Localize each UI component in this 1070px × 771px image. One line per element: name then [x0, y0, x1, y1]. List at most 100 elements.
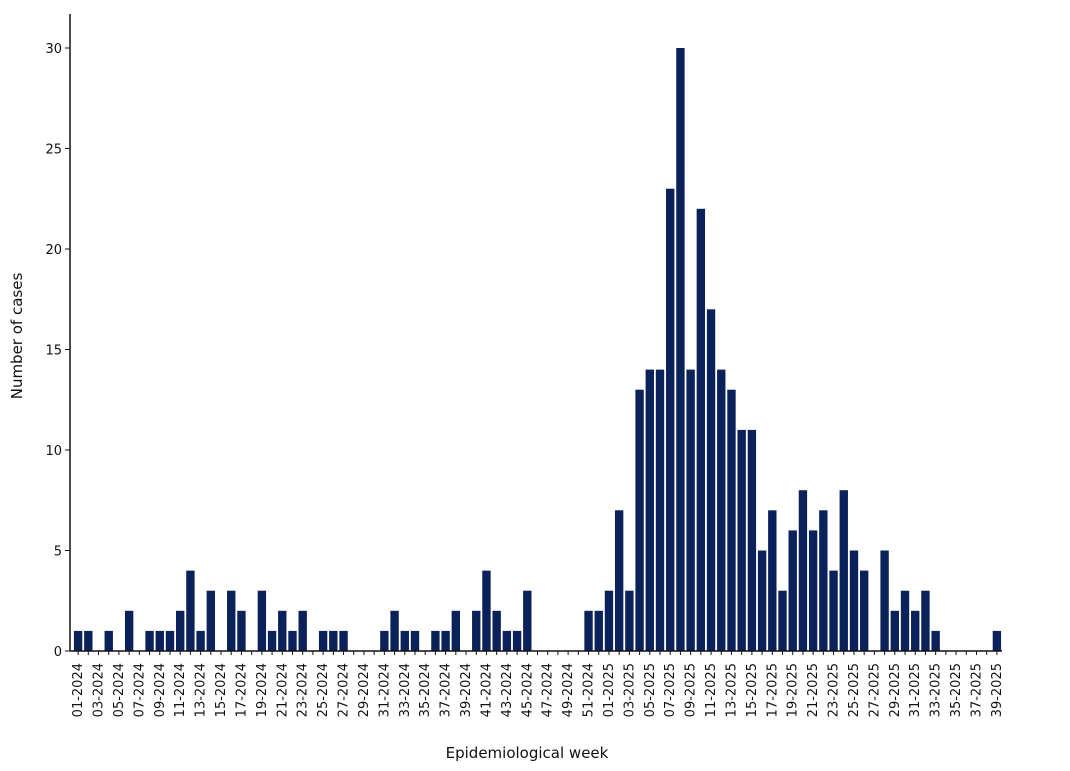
x-tick-label: 51-2024	[582, 663, 597, 717]
x-tick-label: 07-2025	[663, 663, 678, 717]
y-tick-label: 15	[45, 344, 62, 359]
bar-13-2024	[196, 630, 205, 651]
bar-10-2024	[165, 630, 175, 651]
x-tick-label: 31-2024	[377, 663, 392, 717]
x-tick-label: 07-2024	[132, 663, 147, 717]
bar-31-2025	[911, 610, 920, 651]
x-tick-label: 05-2025	[643, 663, 658, 717]
bar-07-2025	[666, 188, 675, 651]
bar-23-2024	[298, 610, 307, 651]
x-tick-label: 11-2025	[704, 663, 719, 717]
bar-04-2025	[635, 389, 644, 651]
x-axis-ticks: 01-2024 03-2024 05-2024 07-2024 09-2024 11-20…	[71, 651, 1005, 717]
x-tick-label: 29-2025	[888, 663, 903, 717]
bar-16-2024	[227, 590, 236, 651]
bar-17-2024	[237, 610, 246, 651]
bar-12-2025	[717, 369, 726, 651]
y-axis-ticks: 0 5 10 15 20 25 30	[45, 42, 70, 660]
x-tick-label: 17-2024	[234, 663, 249, 717]
bar-08-2025	[676, 48, 685, 651]
x-tick-label: 01-2024	[71, 663, 86, 717]
bar-25-2024	[318, 630, 328, 651]
bar-25-2025	[849, 550, 859, 651]
bar-15-2025	[747, 429, 757, 651]
x-tick-label: 17-2025	[765, 663, 780, 717]
bar-38-2024	[451, 610, 461, 651]
x-tick-label: 43-2024	[500, 663, 515, 717]
bar-23-2025	[829, 570, 838, 651]
y-tick-label: 25	[45, 143, 62, 158]
bar-29-2025	[890, 610, 899, 651]
bar-02-2024	[84, 630, 93, 651]
x-tick-label: 09-2024	[153, 663, 168, 717]
bar-43-2024	[502, 630, 512, 651]
y-tick-label: 5	[54, 545, 62, 560]
bar-42-2024	[492, 610, 501, 651]
x-tick-label: 33-2024	[398, 663, 413, 717]
bar-14-2024	[206, 590, 215, 651]
bar-33-2024	[400, 630, 409, 651]
x-tick-label: 23-2024	[296, 663, 311, 717]
bar-28-2025	[880, 550, 889, 651]
x-tick-label: 37-2024	[439, 663, 454, 717]
x-tick-label: 31-2025	[908, 663, 923, 717]
bar-06-2024	[124, 610, 134, 651]
x-tick-label: 13-2025	[724, 663, 739, 717]
bar-12-2024	[186, 570, 195, 651]
x-tick-label: 33-2025	[929, 663, 944, 717]
bar-10-2025	[696, 208, 706, 652]
y-tick-label: 10	[45, 444, 62, 459]
bar-44-2024	[512, 630, 522, 651]
bar-19-2025	[788, 530, 797, 651]
x-tick-label: 15-2024	[214, 663, 229, 717]
bar-24-2025	[839, 490, 848, 651]
bar-18-2025	[778, 590, 787, 651]
bar-32-2024	[390, 610, 399, 651]
x-tick-label: 21-2024	[275, 663, 290, 717]
bar-08-2024	[145, 630, 154, 651]
bars-group	[73, 48, 1002, 652]
bar-17-2025	[768, 510, 777, 651]
x-tick-label: 01-2025	[602, 663, 617, 717]
bar-34-2024	[410, 630, 420, 651]
bar-22-2024	[288, 630, 297, 651]
bar-20-2025	[798, 490, 808, 651]
bar-45-2024	[523, 590, 532, 651]
y-tick-label: 20	[45, 243, 62, 258]
bar-31-2024	[380, 630, 389, 651]
bar-39-2025	[992, 630, 1002, 651]
bar-27-2024	[339, 630, 348, 651]
x-tick-label: 27-2025	[867, 663, 882, 717]
x-tick-label: 21-2025	[806, 663, 821, 717]
bar-05-2025	[645, 369, 654, 651]
x-tick-label: 35-2024	[418, 663, 433, 717]
bar-40-2024	[472, 610, 481, 651]
x-tick-label: 19-2025	[786, 663, 801, 717]
x-tick-label: 11-2024	[173, 663, 188, 717]
x-tick-label: 45-2024	[520, 663, 535, 717]
bar-11-2024	[176, 610, 185, 651]
bar-09-2025	[686, 369, 695, 651]
x-tick-label: 23-2025	[827, 663, 842, 717]
bar-36-2024	[431, 630, 440, 651]
y-tick-label: 30	[45, 42, 62, 57]
bar-11-2025	[706, 309, 716, 651]
x-axis-title: Epidemiological week	[446, 744, 609, 762]
bar-26-2025	[860, 570, 869, 651]
bar-01-2024	[73, 630, 83, 651]
bar-30-2025	[900, 590, 910, 651]
x-tick-label: 25-2024	[316, 663, 331, 717]
x-tick-label: 13-2024	[194, 663, 209, 717]
x-tick-label: 15-2025	[745, 663, 760, 717]
x-tick-label: 25-2025	[847, 663, 862, 717]
y-axis-title: Number of cases	[8, 273, 26, 400]
x-tick-label: 03-2025	[622, 663, 637, 717]
x-tick-label: 19-2024	[255, 663, 270, 717]
x-tick-label: 03-2024	[92, 663, 107, 717]
bar-09-2024	[155, 630, 164, 651]
x-tick-label: 35-2025	[949, 663, 964, 717]
bar-06-2025	[655, 369, 665, 651]
bar-22-2025	[819, 510, 828, 651]
x-tick-label: 05-2024	[112, 663, 127, 717]
